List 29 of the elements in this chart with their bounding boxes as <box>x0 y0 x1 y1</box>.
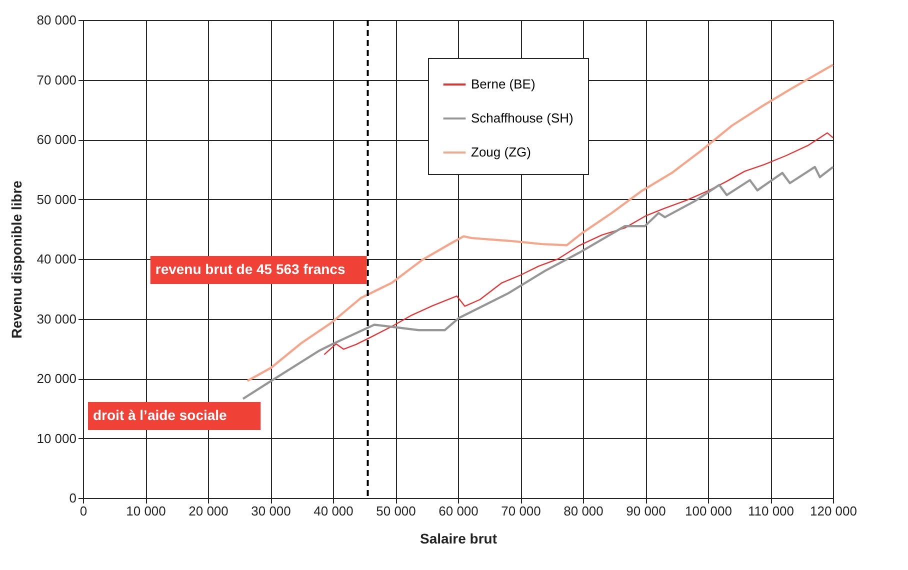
x-tick-label: 60 000 <box>438 504 478 518</box>
x-tick-label: 100 000 <box>685 504 732 518</box>
x-tick-label: 20 000 <box>188 504 228 518</box>
x-axis-title: Salaire brut <box>420 530 498 546</box>
x-tick-label: 90 000 <box>626 504 666 518</box>
x-tick-label: 10 000 <box>126 504 166 518</box>
y-tick-label: 50 000 <box>36 192 76 207</box>
x-tick-label: 30 000 <box>251 504 291 518</box>
y-tick-label: 30 000 <box>36 311 76 326</box>
x-tick-label: 120 000 <box>810 504 857 518</box>
y-tick-label: 80 000 <box>36 12 76 28</box>
y-tick-label: 20 000 <box>36 371 76 386</box>
x-tick-label: 0 <box>80 504 88 518</box>
x-tick-label: 40 000 <box>314 504 354 518</box>
y-tick-label: 70 000 <box>36 72 76 88</box>
x-tick-label: 50 000 <box>376 504 416 518</box>
x-tick-label: 110 000 <box>748 504 794 518</box>
y-tick-label: 60 000 <box>36 132 76 147</box>
legend-label: Berne (BE) <box>471 76 536 92</box>
legend-label: Zoug (ZG) <box>471 144 531 160</box>
y-tick-label: 0 <box>69 490 76 506</box>
y-axis-title: Revenu disponible libre <box>8 180 25 338</box>
x-tick-label: 80 000 <box>564 504 604 518</box>
x-tick-label: 70 000 <box>501 504 541 518</box>
ref-line-label: revenu brut de 45 563 francs <box>155 261 346 277</box>
y-tick-label: 40 000 <box>36 252 76 266</box>
legend-label: Schaffhouse (SH) <box>471 110 574 126</box>
annotation: droit à l’aide sociale <box>93 407 228 423</box>
y-tick-label: 10 000 <box>36 430 76 446</box>
